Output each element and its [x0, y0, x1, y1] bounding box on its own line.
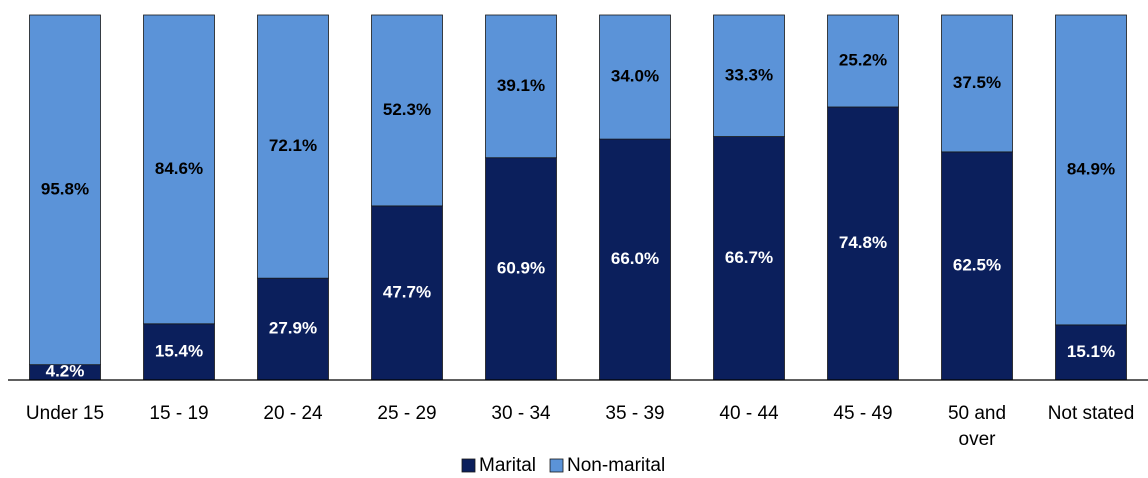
- data-label: 37.5%: [953, 73, 1001, 92]
- legend-label: Non-marital: [567, 455, 665, 476]
- x-tick-label: 50 and over: [947, 403, 1007, 450]
- data-label: 25.2%: [839, 50, 887, 69]
- data-label: 39.1%: [497, 76, 545, 95]
- data-label: 62.5%: [953, 255, 1001, 274]
- x-tick-label: 25 - 29: [377, 403, 437, 424]
- bar-segment: [371, 14, 443, 207]
- bar-segment: [941, 151, 1013, 381]
- data-label: 60.9%: [497, 258, 545, 277]
- x-tick-label: 40 - 44: [719, 403, 779, 424]
- x-tick-label: 35 - 39: [605, 403, 665, 424]
- bar-segment: [827, 106, 899, 381]
- data-label: 33.3%: [725, 65, 773, 84]
- x-tick-label: 20 - 24: [263, 403, 323, 424]
- bar-segment: [29, 14, 101, 366]
- bar-segment: [599, 138, 671, 381]
- bar-segment: [1055, 14, 1127, 326]
- legend-swatch: [461, 458, 476, 473]
- data-label: 74.8%: [839, 233, 887, 252]
- data-label: 27.9%: [269, 319, 317, 338]
- bar-segment: [485, 14, 557, 159]
- data-label: 84.6%: [155, 159, 203, 178]
- data-label: 15.1%: [1067, 342, 1115, 361]
- data-label: 66.7%: [725, 248, 773, 267]
- data-label: 72.1%: [269, 136, 317, 155]
- data-label: 84.9%: [1067, 159, 1115, 178]
- data-label: 4.2%: [46, 361, 85, 380]
- legend-label: Marital: [479, 455, 536, 476]
- data-label: 47.7%: [383, 282, 431, 301]
- bar-segment: [599, 14, 671, 140]
- x-tick-label: 15 - 19: [149, 403, 209, 424]
- bar-segment: [941, 14, 1013, 153]
- bar-segment: [143, 323, 215, 381]
- data-label: 52.3%: [383, 100, 431, 119]
- bar-segment: [827, 14, 899, 108]
- bar-segment: [257, 14, 329, 279]
- bar-segment: [713, 14, 785, 137]
- data-label: 34.0%: [611, 67, 659, 86]
- x-tick-label: Under 15: [25, 403, 105, 424]
- x-tick-label: 45 - 49: [833, 403, 893, 424]
- x-tick-label: 30 - 34: [491, 403, 551, 424]
- legend-swatch: [549, 458, 564, 473]
- bar-segment: [257, 277, 329, 381]
- data-label: 15.4%: [155, 341, 203, 360]
- data-label: 95.8%: [41, 179, 89, 198]
- bar-segment: [1055, 324, 1127, 381]
- bar-segment: [143, 14, 215, 325]
- data-label: 66.0%: [611, 249, 659, 268]
- x-tick-label: Not stated: [1047, 403, 1135, 424]
